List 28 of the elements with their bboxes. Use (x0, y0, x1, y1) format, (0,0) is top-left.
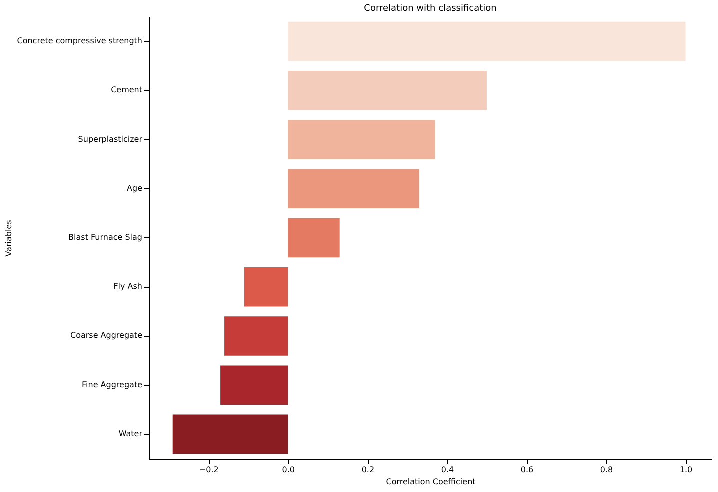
x-tick-label: 0.0 (282, 466, 296, 474)
bar (288, 120, 436, 160)
y-tick-label: Cement (111, 86, 142, 95)
bar (288, 71, 487, 110)
bar (224, 316, 288, 356)
bar (244, 267, 288, 307)
bar (220, 366, 288, 405)
x-tick-label: 0.8 (600, 466, 614, 474)
x-tick-label: 0.2 (362, 466, 375, 474)
y-tick-label: Water (118, 429, 144, 438)
x-tick-label: 1.0 (680, 466, 693, 474)
y-tick-label: Coarse Aggregate (70, 331, 143, 340)
x-tick-label: 0.4 (441, 466, 454, 474)
y-tick-label: Concrete compressive strength (17, 36, 142, 46)
bar (172, 414, 288, 454)
bar (288, 169, 420, 209)
x-axis-title: Correlation Coefficient (386, 478, 476, 486)
x-tick-label: 0.6 (520, 466, 534, 474)
bar (288, 218, 340, 258)
y-tick-label: Age (127, 184, 143, 193)
y-tick-label: Fine Aggregate (82, 380, 143, 390)
x-tick-label: −0.2 (199, 466, 219, 474)
y-tick-label: Superplasticizer (78, 134, 144, 144)
y-tick-label: Blast Furnace Slag (68, 233, 142, 242)
bar (288, 22, 686, 62)
chart-title: Correlation with classification (364, 4, 497, 14)
y-axis-title: Variables (4, 220, 14, 257)
y-tick-label: Fly Ash (114, 282, 142, 292)
